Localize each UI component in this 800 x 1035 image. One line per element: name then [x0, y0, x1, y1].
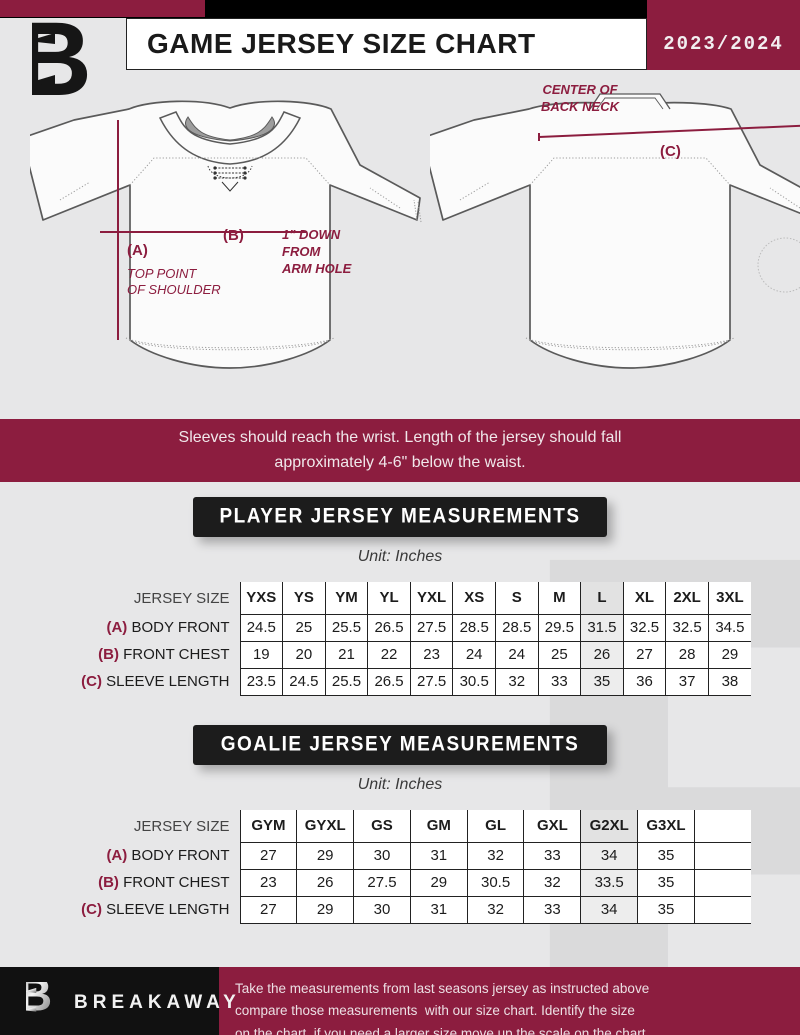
svg-text:(A): (A) [127, 242, 148, 259]
svg-text:(B): (B) [223, 227, 244, 244]
svg-text:B: B [26, 982, 52, 1017]
svg-text:OF SHOULDER: OF SHOULDER [127, 282, 221, 297]
svg-text:(C): (C) [660, 143, 681, 160]
svg-text:TOP POINT: TOP POINT [127, 266, 197, 281]
